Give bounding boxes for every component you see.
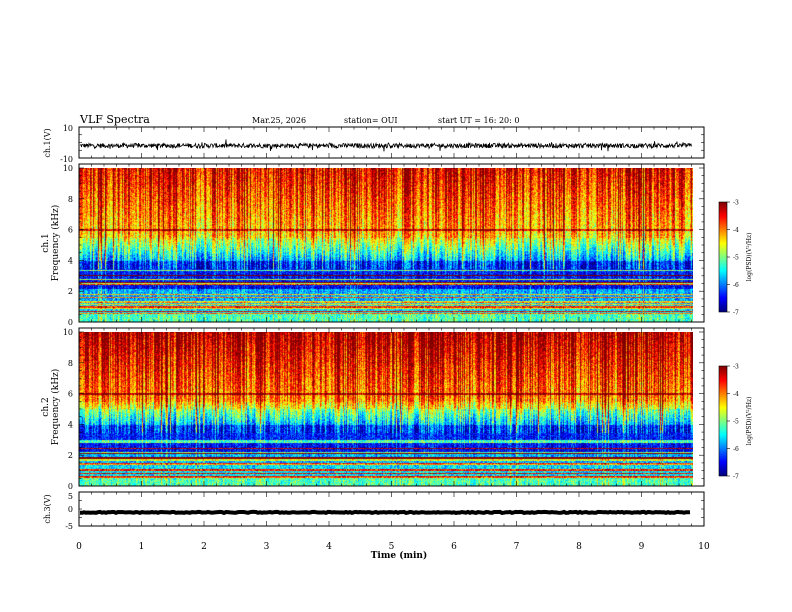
x-tick-label: 5 bbox=[389, 542, 395, 552]
ch1-colorbar bbox=[719, 202, 727, 312]
frequency-tick-label: 2 bbox=[68, 287, 73, 296]
colorbar-tick-label: -4 bbox=[733, 391, 739, 398]
frequency-tick-label: 10 bbox=[63, 328, 73, 337]
frequency-tick-label: 4 bbox=[68, 420, 73, 429]
ch3-ytick-middle: 0 bbox=[68, 505, 73, 514]
colorbar-tick-label: -5 bbox=[733, 419, 739, 426]
ch1-colorbar-label: log(PSD)(V²/Hz) bbox=[746, 233, 753, 282]
ch3-ytick-top: 5 bbox=[68, 492, 73, 501]
ch3-ytick-bottom: -5 bbox=[65, 522, 73, 531]
colorbar-tick-label: -3 bbox=[733, 364, 739, 371]
x-tick-label: 4 bbox=[326, 542, 332, 552]
ch1-waveform-panel: 10 -10 ch.1(V) bbox=[43, 124, 705, 164]
ch2-spectrogram-image bbox=[79, 332, 693, 486]
x-tick-label: 7 bbox=[514, 542, 520, 552]
frequency-tick-label: 8 bbox=[68, 195, 73, 204]
x-tick-label: 9 bbox=[639, 542, 645, 552]
ch1-ytick-top: 10 bbox=[63, 124, 73, 133]
ch2-spec-ylabel-line1: ch.2 bbox=[41, 397, 51, 416]
frequency-tick-label: 6 bbox=[68, 390, 73, 399]
ch1-waveform-line bbox=[79, 139, 692, 152]
ch2-colorbar bbox=[719, 366, 727, 476]
ch3-ylabel: ch.3(V) bbox=[43, 494, 52, 523]
ch1-ytick-bottom: -10 bbox=[60, 155, 73, 164]
x-axis-label: Time (min) bbox=[371, 550, 428, 561]
colorbar-tick-label: -4 bbox=[733, 227, 739, 234]
frequency-tick-label: 0 bbox=[68, 318, 73, 327]
station-label: station= OUI bbox=[344, 116, 398, 125]
colorbar-tick-label: -6 bbox=[733, 446, 739, 453]
colorbar-tick-label: -6 bbox=[733, 282, 739, 289]
ch3-waveform-panel: 5 0 -5 ch.3(V) bbox=[43, 491, 705, 531]
x-tick-label: 8 bbox=[576, 542, 582, 552]
ch2-colorbar-label: log(PSD)(V²/Hz) bbox=[746, 397, 753, 446]
start-time-label: start UT = 16: 20: 0 bbox=[438, 116, 519, 125]
frequency-tick-label: 2 bbox=[68, 451, 73, 460]
x-tick-label: 6 bbox=[451, 542, 457, 552]
ch1-spectrogram-image bbox=[79, 168, 693, 322]
frequency-tick-label: 6 bbox=[68, 226, 73, 235]
x-tick-label: 10 bbox=[698, 542, 710, 552]
ch1-ylabel: ch.1(V) bbox=[43, 128, 52, 157]
x-tick-label: 3 bbox=[264, 542, 270, 552]
x-tick-label: 2 bbox=[201, 542, 207, 552]
colorbar-tick-label: -7 bbox=[733, 310, 739, 317]
ch1-spec-ylabel-line2: Frequency (kHz) bbox=[50, 205, 61, 282]
ch1-spec-ylabel-line1: ch.1 bbox=[41, 233, 51, 252]
colorbar-tick-label: -5 bbox=[733, 255, 739, 262]
figure-title: VLF Spectra bbox=[79, 113, 150, 126]
colorbar-tick-label: -3 bbox=[733, 200, 739, 207]
frequency-tick-label: 10 bbox=[63, 164, 73, 173]
x-tick-label: 0 bbox=[76, 542, 82, 552]
frequency-tick-label: 0 bbox=[68, 482, 73, 491]
ch2-spec-ylabel-line2: Frequency (kHz) bbox=[50, 369, 61, 446]
colorbar-tick-label: -7 bbox=[733, 474, 739, 481]
ch3-waveform-line bbox=[80, 509, 691, 516]
frequency-tick-label: 4 bbox=[68, 256, 73, 265]
x-tick-label: 1 bbox=[139, 542, 145, 552]
date-label: Mar.25, 2026 bbox=[252, 116, 306, 125]
frequency-tick-label: 8 bbox=[68, 359, 73, 368]
